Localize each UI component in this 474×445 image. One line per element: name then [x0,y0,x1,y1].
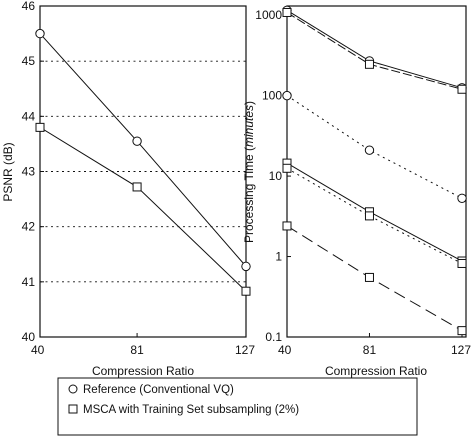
time-y-tick-label: 100 [262,89,282,103]
psnr-plot-frame [39,5,247,338]
time-series-3-line [286,95,463,199]
time-x-tick-label: 81 [363,343,377,357]
time-series-1-line [286,9,463,89]
psnr-y-tick-label: 45 [22,54,36,68]
time-y-label-suffix: ) [242,101,256,105]
time-y-label-prefix: Processing Time ( [242,147,256,243]
psnr-panel: 40 41 42 43 44 45 46 40 81 127 Compression Ratio… [1,0,255,378]
time-plot-frame [286,5,467,338]
time-series-3-point [364,145,375,155]
psnr-y-tick-label: 40 [22,330,36,344]
time-series-6-point [282,221,292,231]
psnr-series-2-point [132,182,142,192]
time-y-axis-label: Processing Time (minutes) [242,101,256,243]
psnr-series-2-point [241,286,251,296]
psnr-x-tick-label: 127 [235,343,255,357]
time-y-tick-label: 1 [275,250,282,264]
psnr-y-tick-label: 43 [22,165,36,179]
psnr-y-tick-label: 42 [22,220,36,234]
time-series-2-line [286,12,463,90]
time-series-6-line [286,225,463,332]
time-series-6-point [457,326,467,336]
psnr-x-axis-label: Compression Ratio [92,364,194,378]
time-y-tick-label: 1000 [255,8,282,22]
psnr-gridlines [40,60,246,283]
time-series-3-point [457,193,467,203]
legend-square-marker [68,404,78,414]
time-series-5-point [457,258,467,268]
time-x-ticks: 40 81 127 [278,333,471,357]
time-y-tick-label: 0.1 [265,330,282,344]
psnr-series-1-line [39,33,247,267]
time-y-ticks: 0.1 1 10 100 1000 [255,8,291,344]
legend-label-msca: MSCA with Training Set subsampling (2%) [83,404,299,416]
time-series-5-line [286,167,463,264]
legend: Reference (Conventional VQ) MSCA with Tr… [57,377,418,436]
time-series-5-point [364,211,374,221]
psnr-x-tick-label: 81 [130,343,144,357]
psnr-series [35,28,251,296]
time-y-label-italic: minutes [242,105,256,147]
time-series-2-point [457,84,467,94]
time-series-2-point [364,59,374,69]
psnr-series-2-point [35,122,45,132]
time-y-tick-label: 10 [269,169,283,183]
psnr-series-1-point [132,136,142,146]
time-series-5-point [282,163,292,173]
legend-frame [57,377,418,436]
psnr-series-1-point [35,28,45,39]
time-x-tick-label: 40 [278,343,292,357]
time-x-tick-label: 127 [451,343,471,357]
psnr-series-1-point [241,261,251,272]
time-series-3-point [282,90,292,101]
psnr-y-tick-label: 46 [22,0,36,13]
psnr-y-tick-label: 41 [22,275,36,289]
psnr-y-tick-label: 44 [22,109,36,123]
time-series-4-line [286,162,463,262]
psnr-y-axis-label: PSNR (dB) [1,142,15,201]
psnr-x-ticks: 40 81 127 [31,333,255,357]
psnr-series-2-line [39,126,247,292]
legend-circle-marker [68,384,78,394]
psnr-y-ticks: 40 41 42 43 44 45 46 [22,0,44,344]
psnr-x-tick-label: 40 [31,343,45,357]
time-x-axis-label: Compression Ratio [325,364,427,378]
legend-label-reference: Reference (Conventional VQ) [83,384,234,396]
time-series-6-point [364,272,374,282]
time-series-2-point [282,7,292,17]
time-series [282,5,467,336]
